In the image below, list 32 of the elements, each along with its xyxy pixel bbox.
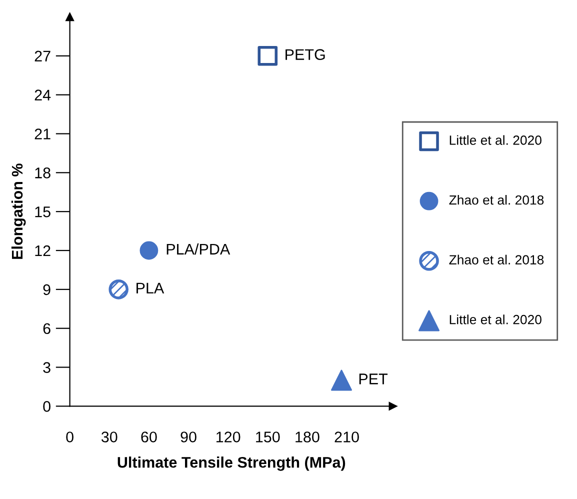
annotation: PETG <box>286 49 325 60</box>
x-tick-label: 120 <box>216 432 240 442</box>
x-tick-label: 150 <box>256 432 280 442</box>
x-tick-label: 0 <box>66 432 74 442</box>
legend-label: Little et al. 2020 <box>450 314 542 324</box>
y-tick-label: 9 <box>43 284 50 296</box>
annotation: PET <box>359 374 388 384</box>
x-tick-label: 90 <box>180 432 196 442</box>
x-axis-title: Ultimate Tensile Strength (MPa) <box>118 456 346 471</box>
point <box>140 241 158 260</box>
annotation: PLA/PDA <box>166 243 230 255</box>
y-tick-label: 3 <box>43 362 50 373</box>
y-tick-label: 24 <box>34 90 51 100</box>
x-tick-label: 210 <box>334 432 359 442</box>
x-tick-label: 180 <box>296 432 320 442</box>
y-tick-label: 21 <box>34 128 50 140</box>
y-tick-label: 15 <box>35 206 50 218</box>
annotation: PLA <box>136 282 164 294</box>
point <box>258 46 278 66</box>
x-tick-label: 60 <box>141 432 157 442</box>
y-tick-label: 27 <box>34 50 50 62</box>
legend-label: Zhao et al. 2018 <box>449 194 544 205</box>
y-tick-label: 6 <box>43 323 50 334</box>
legend-label: Little et al. 2020 <box>450 135 542 145</box>
y-axis-title: Elongation % <box>11 164 26 259</box>
y-tick-label: 12 <box>35 245 50 256</box>
y-tick-label: 0 <box>43 401 50 412</box>
y-tick-label: 18 <box>35 168 50 178</box>
x-tick-label: 30 <box>101 432 118 442</box>
point <box>330 370 352 391</box>
point <box>108 280 129 300</box>
legend-label: Zhao et al. 2018 <box>449 254 544 264</box>
